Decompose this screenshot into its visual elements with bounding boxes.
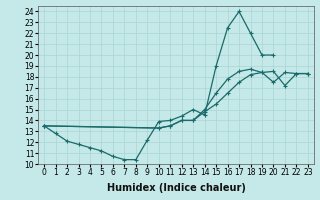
X-axis label: Humidex (Indice chaleur): Humidex (Indice chaleur)	[107, 183, 245, 193]
